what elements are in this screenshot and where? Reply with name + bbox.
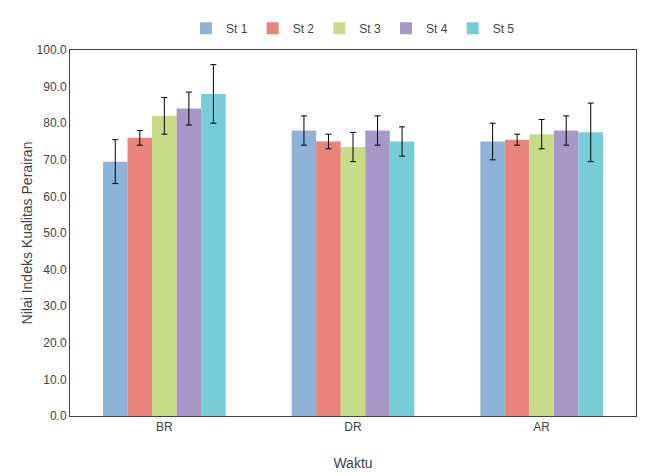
svg-text:50.0: 50.0 [43, 226, 67, 240]
svg-text:St 2: St 2 [293, 22, 315, 36]
svg-text:90.0: 90.0 [43, 80, 67, 94]
svg-text:70.0: 70.0 [43, 153, 67, 167]
svg-text:DR: DR [344, 420, 362, 434]
svg-text:St 3: St 3 [359, 22, 381, 36]
svg-text:AR: AR [533, 420, 550, 434]
svg-text:100.0: 100.0 [37, 43, 67, 57]
svg-text:60.0: 60.0 [43, 190, 67, 204]
svg-text:BR: BR [156, 420, 173, 434]
svg-text:20.0: 20.0 [43, 336, 67, 350]
svg-text:0.0: 0.0 [50, 409, 67, 423]
svg-text:80.0: 80.0 [43, 116, 67, 130]
svg-text:St 4: St 4 [426, 22, 448, 36]
svg-text:Waktu: Waktu [333, 455, 372, 471]
svg-text:40.0: 40.0 [43, 263, 67, 277]
svg-text:St 1: St 1 [226, 22, 248, 36]
svg-text:10.0: 10.0 [43, 373, 67, 387]
svg-text:St 5: St 5 [493, 22, 515, 36]
svg-text:Nilai Indeks Kualitas Perairan: Nilai Indeks Kualitas Perairan [19, 142, 35, 325]
svg-text:30.0: 30.0 [43, 299, 67, 313]
